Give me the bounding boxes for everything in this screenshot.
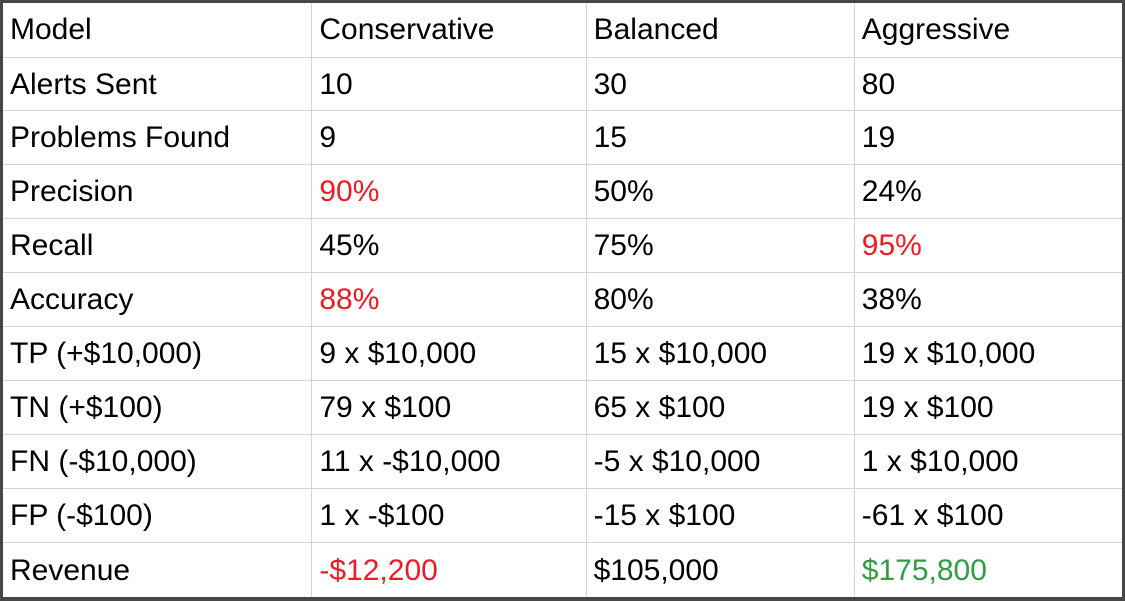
table-row-recall: Recall 45% 75% 95% (0, 218, 1125, 274)
cell-conservative: 45% (311, 218, 587, 274)
table-row-accuracy: Accuracy 88% 80% 38% (0, 272, 1125, 328)
cell-aggressive: 95% (853, 218, 1125, 274)
cell-balanced: 50% (585, 164, 855, 220)
table-row-true-negatives: TN (+$100) 79 x $100 65 x $100 19 x $100 (0, 380, 1125, 436)
cell-aggressive: 80 (853, 56, 1125, 112)
row-label: Alerts Sent (0, 56, 313, 112)
cell-aggressive: 24% (853, 164, 1125, 220)
cell-balanced: $105,000 (585, 542, 855, 601)
cell-conservative: 79 x $100 (311, 380, 587, 436)
cell-balanced: -5 x $10,000 (585, 434, 855, 490)
table-row-true-positives: TP (+$10,000) 9 x $10,000 15 x $10,000 1… (0, 326, 1125, 382)
cell-balanced: 80% (585, 272, 855, 328)
cell-conservative: 90% (311, 164, 587, 220)
table-row-alerts-sent: Alerts Sent 10 30 80 (0, 56, 1125, 112)
cell-aggressive: 38% (853, 272, 1125, 328)
table-header-row: Model Conservative Balanced Aggressive (0, 0, 1125, 58)
cell-aggressive: -61 x $100 (853, 488, 1125, 544)
table-row-false-negatives: FN (-$10,000) 11 x -$10,000 -5 x $10,000… (0, 434, 1125, 490)
table-row-revenue: Revenue -$12,200 $105,000 $175,800 (0, 542, 1125, 601)
row-label: Problems Found (0, 110, 313, 166)
cell-conservative: -$12,200 (311, 542, 587, 601)
cell-aggressive: $175,800 (853, 542, 1125, 601)
cell-balanced: 65 x $100 (585, 380, 855, 436)
header-model: Model (0, 0, 313, 58)
cell-conservative: 10 (311, 56, 587, 112)
cell-balanced: 15 x $10,000 (585, 326, 855, 382)
cell-aggressive: 1 x $10,000 (853, 434, 1125, 490)
cell-balanced: 30 (585, 56, 855, 112)
cell-conservative: 9 x $10,000 (311, 326, 587, 382)
cell-aggressive: 19 (853, 110, 1125, 166)
cell-aggressive: 19 x $100 (853, 380, 1125, 436)
cell-balanced: 15 (585, 110, 855, 166)
cell-balanced: -15 x $100 (585, 488, 855, 544)
cell-conservative: 1 x -$100 (311, 488, 587, 544)
table-row-precision: Precision 90% 50% 24% (0, 164, 1125, 220)
cell-conservative: 9 (311, 110, 587, 166)
cell-aggressive: 19 x $10,000 (853, 326, 1125, 382)
header-aggressive: Aggressive (853, 0, 1125, 58)
row-label: Accuracy (0, 272, 313, 328)
row-label: TP (+$10,000) (0, 326, 313, 382)
cell-balanced: 75% (585, 218, 855, 274)
table-row-false-positives: FP (-$100) 1 x -$100 -15 x $100 -61 x $1… (0, 488, 1125, 544)
header-balanced: Balanced (585, 0, 855, 58)
row-label: Recall (0, 218, 313, 274)
cell-conservative: 11 x -$10,000 (311, 434, 587, 490)
row-label: FN (-$10,000) (0, 434, 313, 490)
row-label: FP (-$100) (0, 488, 313, 544)
cell-conservative: 88% (311, 272, 587, 328)
row-label: Revenue (0, 542, 313, 601)
table-row-problems-found: Problems Found 9 15 19 (0, 110, 1125, 166)
header-conservative: Conservative (311, 0, 587, 58)
row-label: TN (+$100) (0, 380, 313, 436)
row-label: Precision (0, 164, 313, 220)
